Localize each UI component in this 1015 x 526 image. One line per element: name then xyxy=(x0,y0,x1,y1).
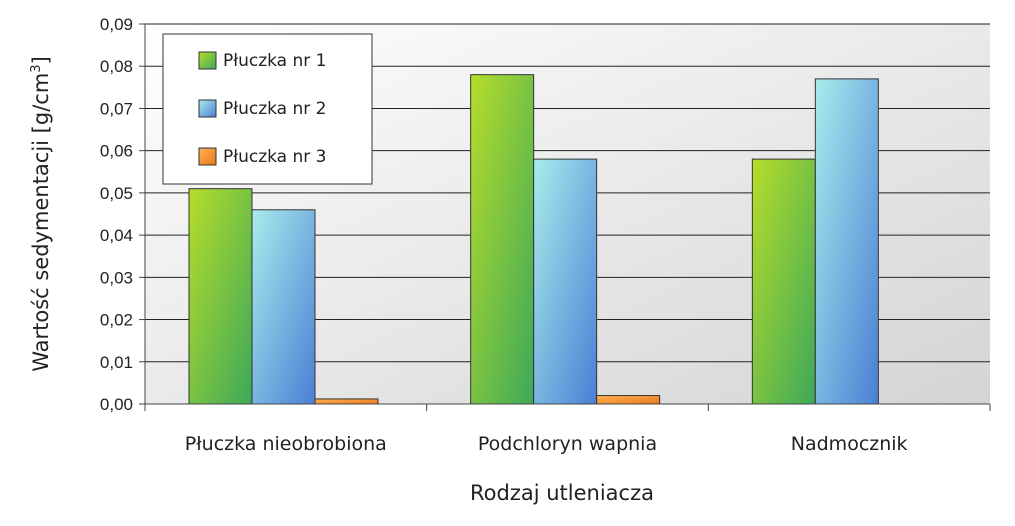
y-tick-label: 0,02 xyxy=(100,311,133,330)
legend-box xyxy=(162,33,373,185)
y-tick-label: 0,04 xyxy=(100,226,133,245)
y-tick-label: 0,07 xyxy=(100,99,133,118)
y-tick-label: 0,08 xyxy=(100,57,133,76)
bar xyxy=(470,74,535,405)
bar xyxy=(751,158,816,405)
x-category-label: Nadmocznik xyxy=(791,433,908,455)
bar xyxy=(251,209,316,405)
bar xyxy=(596,395,661,405)
legend-label: Płuczka nr 1 xyxy=(223,51,326,71)
y-axis-title-end: ] xyxy=(29,56,53,64)
x-category-labels: Płuczka nieobrobiona Podchloryn wapnia Nad… xyxy=(185,433,908,455)
x-category-label: Podchloryn wapnia xyxy=(478,433,657,455)
y-tick-label: 0,06 xyxy=(100,142,133,161)
y-tick-label: 0,09 xyxy=(100,15,133,34)
legend-swatch xyxy=(198,51,217,70)
y-tick-label: 0,03 xyxy=(100,268,133,287)
legend-label: Płuczka nr 3 xyxy=(223,147,326,167)
y-tick-labels: 0,00 0,01 0,02 0,03 0,04 0,05 0,06 0,07 0,08 0,09 xyxy=(100,15,133,414)
y-axis-title-sup: 3 xyxy=(29,64,44,72)
bars-group xyxy=(188,74,879,405)
legend-swatch xyxy=(198,99,217,118)
y-tick-label: 0,00 xyxy=(100,395,133,414)
y-axis-title-main: Wartość sedymentacji [g/cm xyxy=(29,73,53,372)
legend: Płuczka nr 1 Płuczka nr 2 Płuczka nr 3 xyxy=(162,33,373,185)
bar xyxy=(314,398,379,405)
legend-swatch xyxy=(198,147,217,166)
x-axis-title: Rodzaj utleniacza xyxy=(470,481,654,505)
x-category-label: Płuczka nieobrobiona xyxy=(185,433,387,455)
y-tick-label: 0,05 xyxy=(100,184,133,203)
bar xyxy=(188,188,253,405)
legend-label: Płuczka nr 2 xyxy=(223,99,326,119)
bar xyxy=(814,78,879,405)
y-tick-label: 0,01 xyxy=(100,353,133,372)
axes-group xyxy=(139,23,991,411)
bar xyxy=(533,158,598,405)
y-axis-title: Wartość sedymentacji [g/cm3] xyxy=(29,56,53,372)
